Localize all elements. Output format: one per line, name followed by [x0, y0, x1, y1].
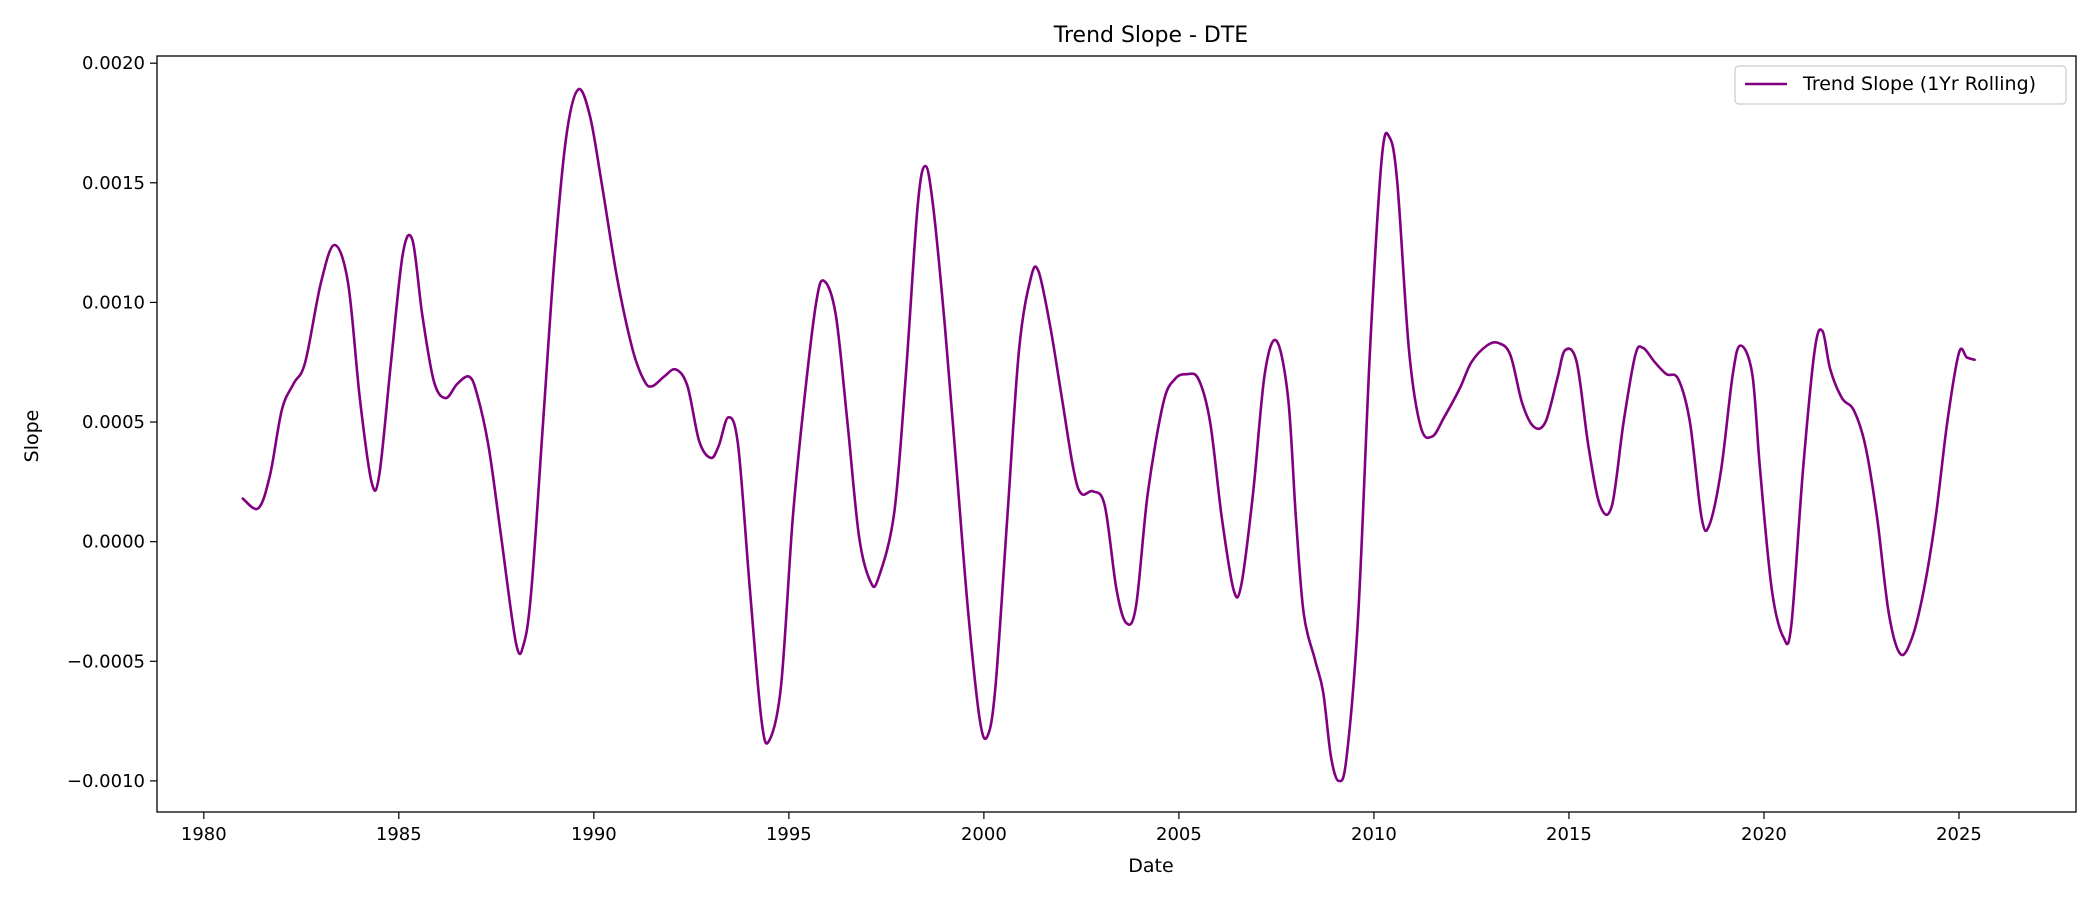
x-tick-label: 1990	[571, 824, 617, 845]
series-line	[241, 87, 1976, 783]
x-tick-label: 1995	[766, 824, 812, 845]
x-tick-label: 2020	[1741, 824, 1787, 845]
y-tick-label: 0.0010	[82, 292, 145, 313]
series-group	[241, 87, 1976, 783]
chart-title: Trend Slope - DTE	[1053, 23, 1248, 48]
y-tick-label: 0.0000	[82, 532, 145, 553]
plot-frame	[156, 55, 2077, 813]
y-tick-label: −0.0005	[67, 651, 145, 672]
x-axis-ticks: 1980 1985 1990 1995 2000 2005 2010 2015 2020 2025	[181, 812, 1982, 845]
legend-box	[1734, 65, 2067, 105]
y-axis-ticks: −0.0010 −0.0005 0.0000 0.0005 0.0010 0.0015 0.…	[67, 53, 157, 792]
x-tick-label: 1985	[376, 824, 422, 845]
legend-label: Trend Slope (1Yr Rolling)	[1802, 73, 2036, 95]
y-tick-label: −0.0010	[67, 771, 145, 792]
x-tick-label: 2010	[1351, 824, 1397, 845]
x-tick-label: 1980	[181, 824, 227, 845]
x-tick-label: 2000	[961, 824, 1007, 845]
x-tick-label: 2005	[1156, 824, 1202, 845]
x-axis-label: Date	[1128, 855, 1173, 877]
y-tick-label: 0.0015	[82, 173, 145, 194]
y-tick-label: 0.0005	[82, 412, 145, 433]
x-tick-label: 2025	[1936, 824, 1982, 845]
y-axis-label: Slope	[21, 410, 43, 463]
y-tick-label: 0.0020	[82, 53, 145, 74]
legend: Trend Slope (1Yr Rolling)	[1734, 65, 2067, 105]
x-tick-label: 2015	[1546, 824, 1592, 845]
